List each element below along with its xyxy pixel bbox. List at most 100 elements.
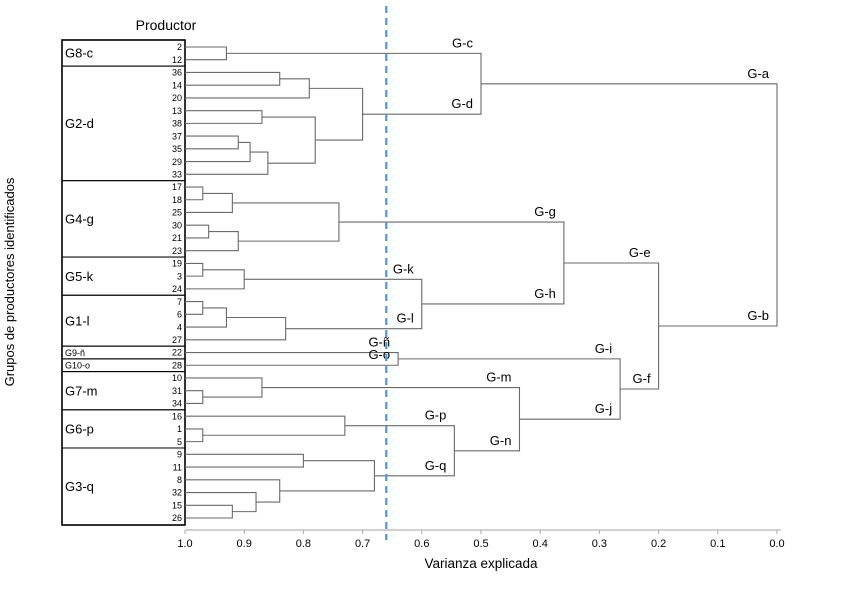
group-box-outline <box>61 39 186 526</box>
cluster-label: G-g <box>534 204 556 219</box>
dendrogram-link <box>185 415 346 436</box>
dendrogram-link <box>185 269 245 290</box>
x-axis-tick-label: 0.7 <box>355 538 370 550</box>
dendrogram-link <box>185 307 227 328</box>
leaf-number: 1 <box>177 424 182 434</box>
leaf-number: 13 <box>172 106 182 116</box>
dendrogram-link <box>185 301 204 315</box>
dendrogram-link <box>481 83 778 327</box>
cluster-label: G-q <box>425 458 447 473</box>
group-label: G7-m <box>65 383 98 398</box>
group-label: G2-d <box>65 116 94 131</box>
x-axis-tick-label: 0.0 <box>769 538 784 550</box>
cluster-label: G-d <box>451 96 473 111</box>
dendrogram-link <box>185 192 233 214</box>
leaf-number: 15 <box>172 500 182 510</box>
dendrogram-link <box>185 186 204 201</box>
dendrogram-link <box>232 202 340 242</box>
dendrogram-link <box>185 377 263 398</box>
group-label: G6-p <box>65 422 94 437</box>
cluster-label: G-ñ <box>368 335 390 350</box>
x-axis-tick-label: 0.2 <box>651 538 666 550</box>
dendrogram-link <box>309 87 364 141</box>
cluster-label: G-c <box>452 35 473 50</box>
cluster-label: G-e <box>629 245 651 260</box>
cluster-label: G-f <box>633 371 651 386</box>
cluster-label: G-m <box>486 370 511 385</box>
group-label: G5-k <box>65 269 94 284</box>
dendrogram-link <box>185 110 263 124</box>
x-axis-tick-label: 0.4 <box>533 538 548 550</box>
group-label: G9-ñ <box>65 348 85 358</box>
leaf-number: 8 <box>177 475 182 485</box>
x-axis-title: Varianza explicada <box>424 556 538 571</box>
dendrogram-link <box>185 453 304 468</box>
dendrogram-link <box>226 52 482 115</box>
leaf-number: 7 <box>177 297 182 307</box>
x-axis-tick-label: 0.9 <box>237 538 252 550</box>
group-label: G1-l <box>65 313 90 328</box>
cluster-label: G-l <box>396 311 413 326</box>
y-axis-title: Grupos de productores identificados <box>2 177 17 386</box>
leaf-number: 30 <box>172 220 182 230</box>
leaf-number: 36 <box>172 68 182 78</box>
chart-content: 1.0 0.9 0.8 0.7 0.6 0.5 0.4 0.3 0.2 0.1 0.0G8-c 212… <box>61 6 785 550</box>
dendrogram-link <box>185 46 227 61</box>
leaf-number: 18 <box>172 195 182 205</box>
leaf-number: 11 <box>173 462 182 472</box>
leaf-number: 33 <box>172 169 182 179</box>
leaf-number: 38 <box>172 119 182 129</box>
leaf-number: 23 <box>172 246 182 256</box>
x-axis-tick-label: 0.1 <box>710 538 725 550</box>
leaf-number: 21 <box>172 233 182 243</box>
leaf-number: 28 <box>172 360 182 370</box>
dendrogram-link <box>185 141 251 163</box>
leaf-number: 5 <box>177 437 182 447</box>
cluster-label: G-n <box>490 433 512 448</box>
cluster-label: G-p <box>425 408 447 423</box>
dendrogram-link <box>185 135 239 150</box>
dendrogram-link <box>185 390 204 404</box>
leaf-number: 19 <box>172 259 182 269</box>
leaf-number: 32 <box>172 488 182 498</box>
dendrogram-link <box>185 151 269 175</box>
x-axis-tick-label: 0.3 <box>592 538 607 550</box>
dendrogram-link <box>338 221 565 305</box>
leaf-number: 27 <box>172 335 182 345</box>
leaf-number: 29 <box>172 157 182 167</box>
dendrogram-link <box>185 504 233 519</box>
x-axis-tick-label: 0.5 <box>473 538 488 550</box>
cluster-label: G-i <box>595 341 612 356</box>
leaf-number: 34 <box>172 399 182 409</box>
leaf-number: 37 <box>172 131 182 141</box>
cluster-label: G-b <box>747 308 769 323</box>
leaf-number: 6 <box>177 310 182 320</box>
leaf-number: 24 <box>172 284 182 294</box>
dendrogram-link <box>261 116 316 164</box>
leaf-number: 22 <box>172 348 182 358</box>
group-label: G8-c <box>65 46 94 61</box>
x-axis-tick-label: 1.0 <box>177 538 192 550</box>
dendrogram-link <box>185 224 210 239</box>
leaf-number: 20 <box>172 93 182 103</box>
dendrogram-link <box>279 460 375 492</box>
leaf-number: 17 <box>172 182 182 192</box>
cluster-label: G-h <box>534 286 556 301</box>
leaf-number: 9 <box>177 450 182 460</box>
dendrogram-link <box>185 231 239 252</box>
cluster-label: G-j <box>595 401 612 416</box>
dendrogram-link <box>185 491 257 513</box>
leaf-number: 3 <box>177 271 182 281</box>
leaf-number: 10 <box>172 373 182 383</box>
group-label: G3-q <box>65 479 94 494</box>
cluster-label: G-o <box>368 347 390 362</box>
leaf-number: 12 <box>172 55 182 65</box>
leaf-number: 26 <box>172 513 182 523</box>
leaf-number: 2 <box>177 42 182 52</box>
dendrogram-link <box>185 428 204 443</box>
dendrogram-link <box>244 278 423 330</box>
leaf-number: 31 <box>172 386 182 396</box>
x-axis-tick-label: 0.6 <box>414 538 429 550</box>
